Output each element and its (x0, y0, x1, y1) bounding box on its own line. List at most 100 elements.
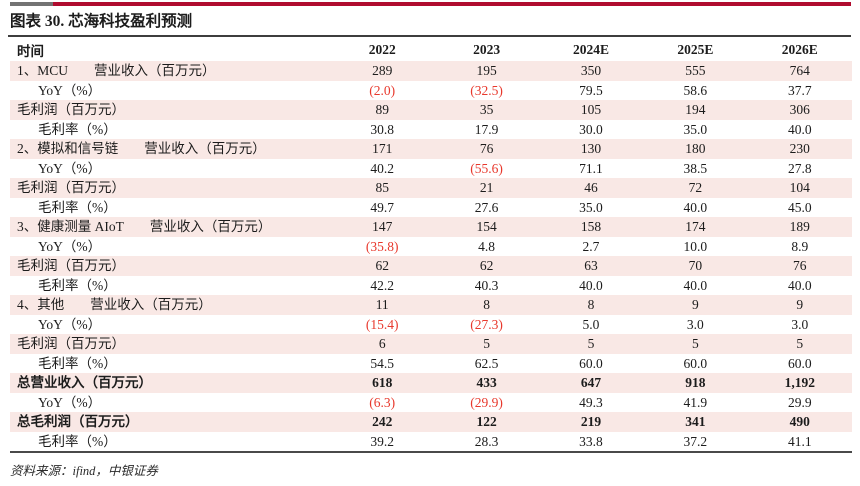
value-cell: 350 (580, 63, 602, 78)
value-cell: 39.2 (370, 433, 394, 449)
metric-name: 营业收入（百万元） (90, 297, 212, 312)
value-cell: 38.5 (683, 160, 708, 176)
row-label: 毛利率（%） (38, 121, 117, 137)
value-cell: 76 (479, 141, 494, 156)
source-note: 资料来源：ifind，中银证券 (10, 464, 158, 478)
title-divider (8, 35, 851, 37)
row-label: 总毛利润（百万元） (17, 414, 139, 429)
profit-forecast-table: 时间 2022 2023 2024E 2025E 2026E 1、MCU 营业收入（百万元… (10, 38, 852, 453)
value-cell: (32.5) (470, 82, 503, 98)
segment-name: 3、健康测量 AIoT (17, 219, 124, 234)
value-cell: 6 (378, 336, 386, 351)
table-row: 毛利率（%） 39.2 28.3 33.8 37.2 41.1 (10, 432, 852, 453)
value-cell: 35.0 (683, 121, 708, 137)
value-cell: 37.7 (787, 82, 812, 98)
value-cell: 242 (372, 414, 393, 429)
row-label: 毛利润（百万元） (17, 180, 125, 195)
table-row: 毛利润（百万元） 6 5 5 5 5 (10, 334, 852, 354)
value-cell: (15.4) (365, 316, 399, 332)
value-cell: 8 (483, 297, 490, 312)
value-cell: 105 (580, 102, 602, 117)
value-cell: 27.8 (787, 160, 812, 176)
table-row: 毛利润（百万元） 85 21 46 72 104 (10, 178, 852, 198)
year-column-header: 2026E (781, 41, 818, 57)
row-label: 毛利率（%） (38, 355, 117, 371)
value-cell: 433 (476, 375, 497, 390)
value-cell: 21 (479, 180, 494, 195)
value-cell: (55.6) (470, 160, 503, 176)
value-cell: (29.9) (470, 394, 503, 410)
row-label: 1、MCU 营业收入（百万元） (10, 61, 330, 81)
table-row: 毛利润（百万元） 62 62 63 70 76 (10, 256, 852, 276)
value-cell: 42.2 (370, 277, 394, 293)
year-column-header: 2023 (473, 41, 501, 57)
year-column-header: 2025E (677, 41, 714, 57)
value-cell: (35.8) (365, 238, 399, 254)
table-row: 毛利率（%） 42.2 40.3 40.0 40.0 40.0 (10, 276, 852, 296)
table-row: 毛利润（百万元） 89 35 105 194 306 (10, 100, 852, 120)
value-cell: 30.0 (579, 121, 603, 137)
value-cell: 33.8 (579, 433, 603, 449)
brand-bar-gray-segment (10, 2, 53, 6)
value-cell: 40.0 (683, 199, 708, 215)
value-cell: 8.9 (791, 238, 809, 254)
row-label: YoY（%） (38, 316, 102, 332)
value-cell: 10.0 (683, 238, 708, 254)
table-row: 2、模拟和信号链 营业收入（百万元） 171 76 130 180 230 (10, 139, 852, 159)
table-row: YoY（%） 40.2 (55.6) 71.1 38.5 27.8 (10, 159, 852, 179)
value-cell: 130 (580, 141, 602, 156)
row-label: 毛利率（%） (38, 199, 117, 215)
value-cell: (2.0) (369, 82, 396, 98)
table-body: 1、MCU 营业收入（百万元） 289 195 350 555 764 YoY（%） (2.0)… (10, 61, 852, 452)
value-cell: 289 (372, 63, 393, 78)
value-cell: 35.0 (579, 199, 603, 215)
value-cell: 171 (372, 141, 393, 156)
value-cell: 555 (685, 63, 706, 78)
table-header-row: 时间 2022 2023 2024E 2025E 2026E (10, 38, 852, 61)
value-cell: 62 (375, 258, 389, 273)
row-label: 毛利率（%） (38, 433, 117, 449)
value-cell: 341 (685, 414, 706, 429)
value-cell: 174 (685, 219, 706, 234)
table-row: 1、MCU 营业收入（百万元） 289 195 350 555 764 (10, 61, 852, 81)
row-label: 4、其他 营业收入（百万元） (10, 295, 330, 315)
value-cell: 230 (789, 141, 810, 156)
row-label: 总营业收入（百万元） (17, 375, 152, 390)
value-cell: 35 (479, 102, 494, 117)
value-cell: 71.1 (579, 160, 603, 176)
value-cell: 195 (476, 63, 497, 78)
value-cell: 76 (793, 258, 807, 273)
value-cell: 72 (688, 180, 703, 195)
value-cell: 104 (789, 180, 810, 195)
value-cell: 5.0 (582, 316, 600, 332)
value-cell: 3.0 (791, 316, 809, 332)
value-cell: 490 (789, 414, 810, 429)
value-cell: 8 (587, 297, 595, 312)
value-cell: 40.0 (683, 277, 708, 293)
segment-name: 2、模拟和信号链 (17, 141, 119, 156)
value-cell: 85 (375, 180, 389, 195)
value-cell: 49.7 (370, 199, 394, 215)
value-cell: 46 (584, 180, 598, 195)
value-cell: 147 (372, 219, 393, 234)
value-cell: 40.0 (787, 277, 812, 293)
table-row: YoY（%） (6.3) (29.9) 49.3 41.9 29.9 (10, 393, 852, 413)
value-cell: 28.3 (474, 433, 499, 449)
value-cell: 2.7 (582, 238, 600, 254)
metric-name: 营业收入（百万元） (149, 219, 272, 234)
value-cell: 40.0 (787, 121, 812, 137)
value-cell: 4.8 (478, 238, 496, 254)
value-cell: 5 (691, 336, 699, 351)
value-cell: (27.3) (470, 316, 503, 332)
row-label: 毛利润（百万元） (17, 102, 125, 117)
value-cell: 41.9 (683, 394, 708, 410)
value-cell: 918 (685, 375, 706, 390)
table-row: 4、其他 营业收入（百万元） 11 8 8 9 9 (10, 295, 852, 315)
value-cell: 89 (375, 102, 389, 117)
value-cell: 158 (580, 219, 602, 234)
time-column-header: 时间 (17, 43, 44, 59)
row-label: YoY（%） (38, 394, 102, 410)
metric-name: 营业收入（百万元） (94, 63, 216, 78)
value-cell: 60.0 (683, 355, 708, 371)
value-cell: 40.2 (370, 160, 394, 176)
